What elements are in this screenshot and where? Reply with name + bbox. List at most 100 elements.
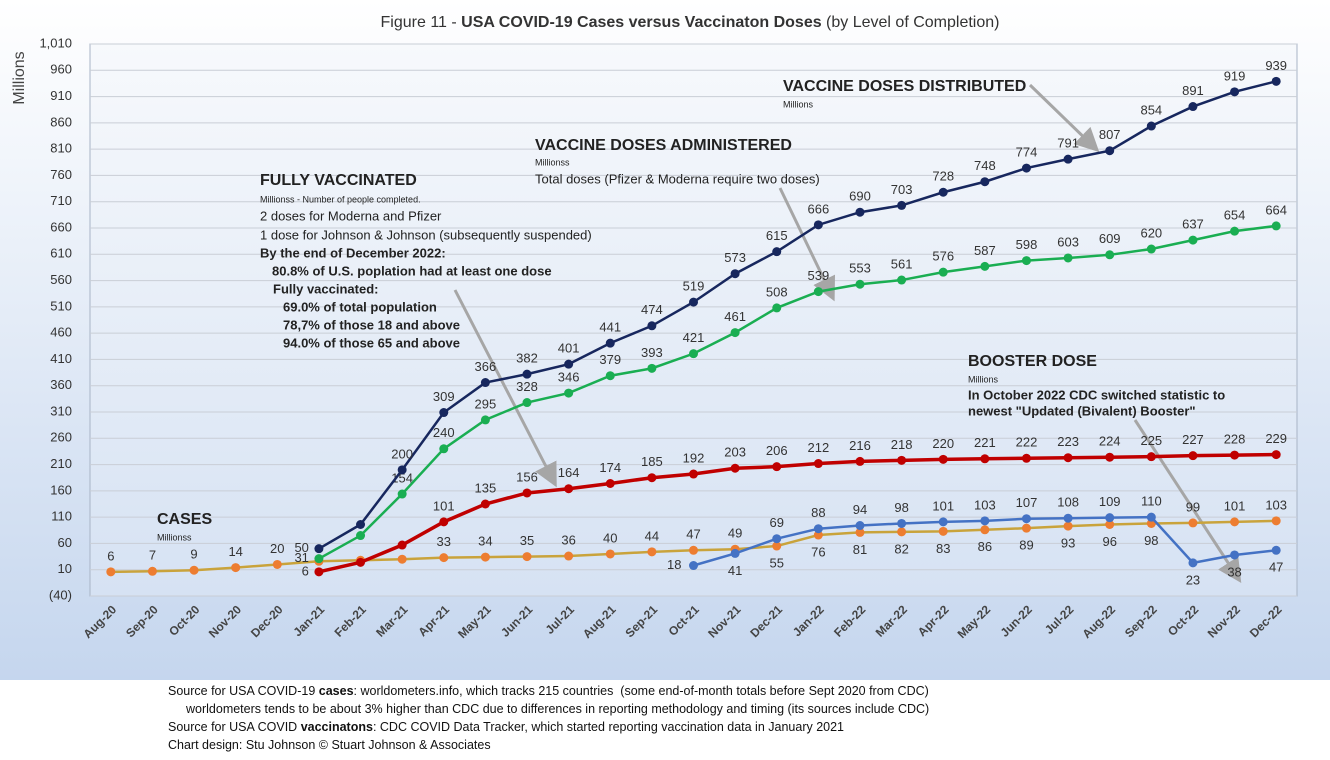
data-label: 164 xyxy=(558,465,580,480)
data-point xyxy=(1230,550,1240,560)
data-label: 14 xyxy=(228,544,242,559)
annotation-line: Fully vaccinated: xyxy=(273,281,378,296)
data-point xyxy=(1063,253,1073,263)
data-point xyxy=(730,463,740,473)
data-label: 88 xyxy=(811,505,825,520)
data-label: 441 xyxy=(599,320,621,335)
data-label: 222 xyxy=(1016,435,1038,450)
annotation-line: Millionss xyxy=(535,157,570,167)
data-point xyxy=(1063,521,1073,531)
series-line xyxy=(318,80,1277,550)
data-point xyxy=(1146,121,1156,131)
data-point xyxy=(897,518,907,528)
series-line xyxy=(318,452,1277,574)
data-point xyxy=(813,220,823,230)
data-point xyxy=(1063,154,1073,164)
data-point xyxy=(772,462,782,472)
annotation-title: VACCINE DOSES DISTRIBUTED xyxy=(783,78,1026,95)
data-point xyxy=(647,547,657,557)
data-label: 94 xyxy=(853,502,867,517)
data-label: 103 xyxy=(1265,497,1287,512)
y-tick-label: 810 xyxy=(50,141,72,156)
data-point xyxy=(147,566,157,576)
data-label: 748 xyxy=(974,158,996,173)
data-point xyxy=(522,398,532,408)
y-tick-label: 60 xyxy=(58,535,72,550)
y-tick-label: 760 xyxy=(50,167,72,182)
data-point xyxy=(314,544,324,554)
data-point xyxy=(1271,516,1281,526)
data-label: 774 xyxy=(1016,145,1038,160)
data-label: 55 xyxy=(770,555,784,570)
data-point xyxy=(1021,453,1031,463)
data-point xyxy=(480,378,490,388)
data-point xyxy=(772,541,782,551)
data-label: 637 xyxy=(1182,217,1204,232)
data-point xyxy=(813,524,823,534)
data-point xyxy=(647,321,657,331)
data-label: 33 xyxy=(437,534,451,549)
data-point xyxy=(980,454,990,464)
data-point xyxy=(813,287,823,297)
data-point xyxy=(897,275,907,285)
data-point xyxy=(605,338,615,348)
data-label: 154 xyxy=(391,470,413,485)
data-label: 81 xyxy=(853,542,867,557)
annotation-line: Millions xyxy=(968,374,999,384)
data-point xyxy=(522,488,532,498)
data-label: 9 xyxy=(190,547,197,562)
data-label: 47 xyxy=(1269,560,1283,575)
annotations: CASES Millionss FULLY VACCINATED Millionss … xyxy=(157,78,1225,542)
data-point xyxy=(397,554,407,564)
data-point xyxy=(938,454,948,464)
data-label: 107 xyxy=(1016,495,1038,510)
data-label: 939 xyxy=(1265,58,1287,73)
data-point xyxy=(522,552,532,562)
data-label: 229 xyxy=(1265,431,1287,446)
y-tick-label: 160 xyxy=(50,482,72,497)
footer: Source for USA COVID-19 cases: worldomet… xyxy=(168,682,929,754)
data-label: 587 xyxy=(974,243,996,258)
data-point xyxy=(356,531,366,541)
data-label: 69 xyxy=(770,515,784,530)
footer-text: worldometers tends to be about 3% higher… xyxy=(186,702,930,716)
data-label: 598 xyxy=(1016,237,1038,252)
data-point xyxy=(1271,545,1281,555)
data-label: 89 xyxy=(1019,538,1033,553)
footer-text: : worldometers.info, which tracks 215 co… xyxy=(353,684,929,698)
data-point xyxy=(1105,452,1115,462)
footer-text: cases xyxy=(318,684,354,698)
data-point xyxy=(272,559,282,569)
data-label: 519 xyxy=(683,279,705,294)
y-tick-label: 360 xyxy=(50,377,72,392)
data-label: 654 xyxy=(1224,208,1246,223)
y-tick-label: 610 xyxy=(50,246,72,261)
data-label: 807 xyxy=(1099,127,1121,142)
data-label: 561 xyxy=(891,256,913,271)
data-label: 553 xyxy=(849,261,871,276)
data-point xyxy=(1021,163,1031,173)
data-label: 615 xyxy=(766,228,788,243)
data-label: 854 xyxy=(1140,102,1162,117)
data-label: 225 xyxy=(1140,433,1162,448)
footer-line: Source for USA COVID-19 cases: worldomet… xyxy=(168,682,929,700)
y-tick-label: 260 xyxy=(50,430,72,445)
data-point xyxy=(439,408,449,418)
data-point xyxy=(813,530,823,540)
data-point xyxy=(1021,256,1031,266)
data-label: 728 xyxy=(932,169,954,184)
data-label: 220 xyxy=(932,436,954,451)
data-point xyxy=(1188,558,1198,568)
data-label: 47 xyxy=(686,527,700,542)
data-label: 620 xyxy=(1140,225,1162,240)
data-point xyxy=(1188,102,1198,112)
data-point xyxy=(897,455,907,465)
data-label: 609 xyxy=(1099,231,1121,246)
data-label: 366 xyxy=(475,359,497,374)
data-point xyxy=(1105,146,1115,156)
data-label: 98 xyxy=(1144,533,1158,548)
data-label: 664 xyxy=(1265,202,1287,217)
data-point xyxy=(689,469,698,479)
chart-title: Figure 11 - USA COVID-19 Cases versus Va… xyxy=(381,14,1000,31)
